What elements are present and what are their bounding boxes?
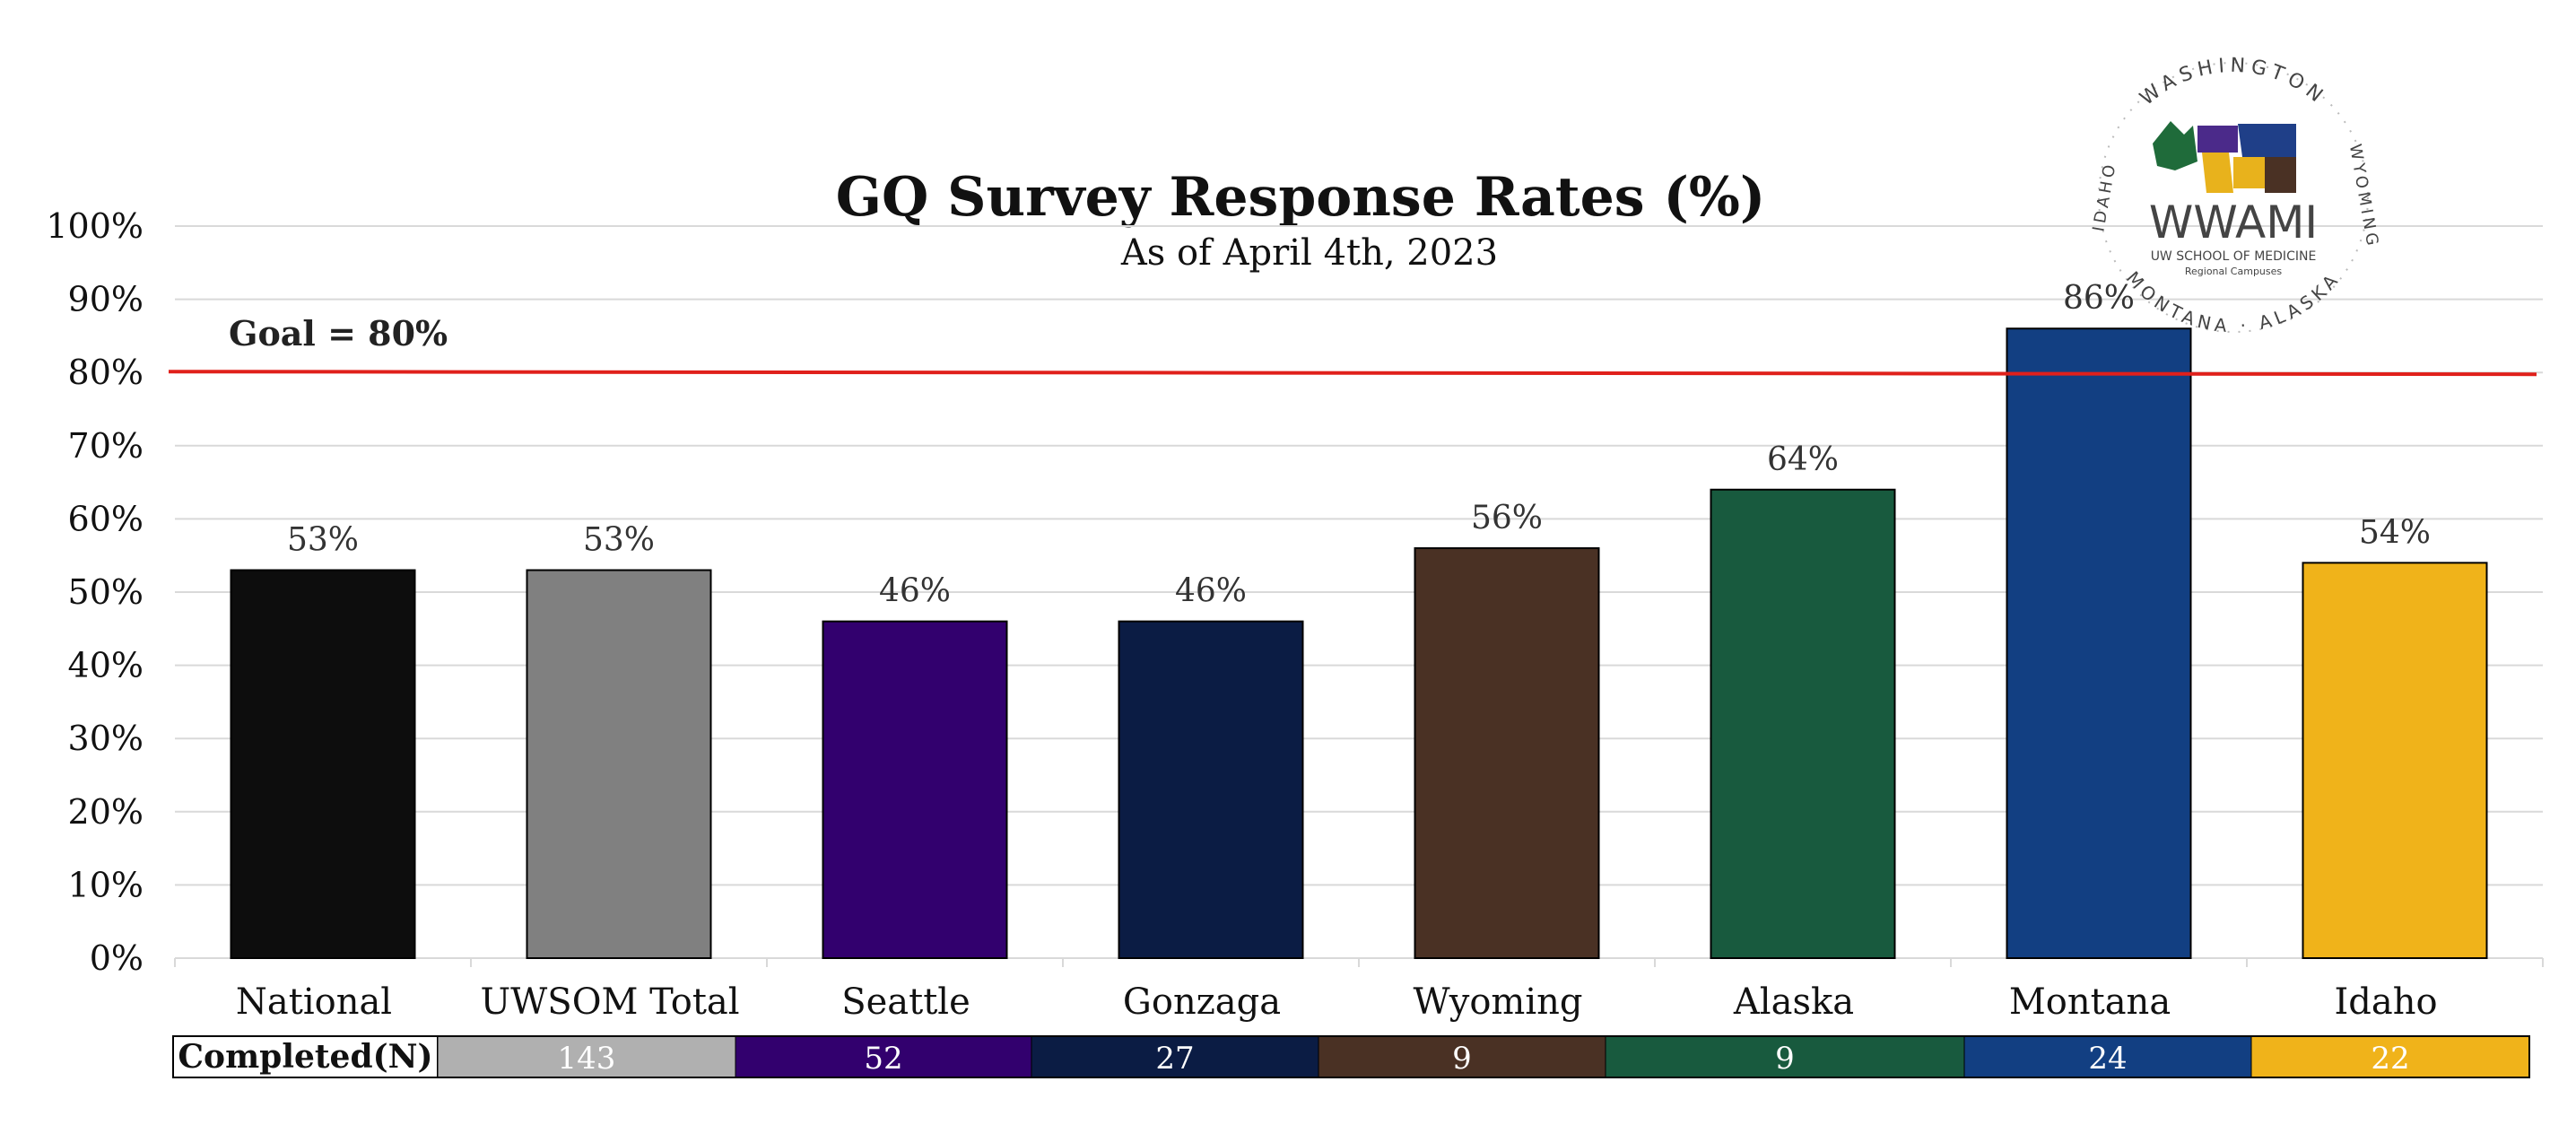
logo-wordmark: WWAMI: [2149, 196, 2318, 249]
logo-right-arc: WYOMING: [2345, 143, 2382, 250]
completed-count: 9: [1775, 1041, 1795, 1077]
chart-title: GQ Survey Response Rates (%): [836, 166, 1765, 229]
data-label: 54%: [2359, 514, 2431, 551]
completed-cell: [1605, 1035, 1965, 1078]
y-tick-label: 10%: [68, 865, 144, 904]
bar-uwsom-total: [526, 569, 712, 960]
logo-line2: Regional Campuses: [2185, 266, 2283, 277]
x-category-label: National: [236, 981, 392, 1023]
data-label: 53%: [287, 522, 359, 559]
completed-table-border: [172, 1035, 2530, 1078]
y-tick-label: 30%: [68, 719, 144, 758]
y-tick-label: 80%: [68, 353, 144, 392]
y-tick-label: 90%: [68, 280, 144, 319]
x-category-label: Idaho: [2334, 981, 2437, 1023]
logo-line1: UW SCHOOL OF MEDICINE: [2151, 249, 2317, 264]
bar-montana: [2006, 327, 2192, 959]
y-tick-label: 60%: [68, 499, 144, 538]
y-axis: 0% 10% 20% 30% 40% 50% 60% 70% 80% 90% 100%: [46, 206, 144, 978]
completed-cell: [2250, 1035, 2530, 1078]
data-label: 86%: [2063, 280, 2135, 317]
data-label: 64%: [1767, 441, 1839, 478]
y-tick-label: 70%: [68, 426, 144, 466]
completed-count: 52: [864, 1041, 902, 1077]
logo-bottom-arc: MONTANA · ALASKA: [2122, 267, 2345, 337]
y-tick-label: 50%: [68, 572, 144, 612]
data-label: 56%: [1471, 500, 1543, 536]
y-tick-label: 100%: [46, 206, 144, 246]
bar-national: [230, 569, 416, 960]
data-label: 46%: [879, 573, 951, 610]
x-category-label: Montana: [2009, 981, 2171, 1023]
completed-cell: [1031, 1035, 1319, 1078]
x-category-label: Wyoming: [1413, 981, 1582, 1023]
completed-count: 9: [1452, 1041, 1472, 1077]
bar-gonzaga: [1118, 620, 1304, 959]
completed-header: Completed(N): [178, 1038, 432, 1076]
completed-count: 22: [2371, 1041, 2409, 1077]
completed-cell: [735, 1035, 1032, 1078]
bars: 53% 53% 46% 46% 56% 64% 86% 54%: [230, 280, 2488, 960]
logo-left-arc: IDAHO: [2089, 160, 2119, 232]
completed-cell: [1318, 1035, 1606, 1078]
bar-wyoming: [1414, 547, 1600, 959]
x-axis: National UWSOM Total Seattle Gonzaga Wyoming…: [174, 958, 2544, 1023]
x-category-label: Seattle: [841, 981, 970, 1023]
data-label: 46%: [1175, 573, 1247, 610]
completed-count: 24: [2088, 1041, 2127, 1077]
y-tick-label: 20%: [68, 792, 144, 832]
y-tick-label: 40%: [68, 646, 144, 685]
states-map-icon: [2153, 121, 2296, 193]
data-label: 53%: [583, 522, 655, 559]
y-tick-label: 0%: [90, 938, 144, 978]
completed-count: 143: [558, 1041, 616, 1077]
bar-idaho: [2302, 562, 2488, 959]
bar-seattle: [822, 620, 1008, 959]
completed-table: Completed(N) 143 52 27 9 9 24 22: [172, 1035, 2530, 1078]
goal-line: [168, 370, 2537, 377]
x-category-label: UWSOM Total: [480, 981, 739, 1023]
goal-label: Goal = 80%: [229, 313, 448, 353]
wwami-logo: WASHINGTON MONTANA · ALASKA IDAHO WYOMIN…: [2089, 55, 2382, 337]
bar-alaska: [1710, 488, 1896, 959]
x-category-label: Alaska: [1733, 981, 1854, 1023]
logo-top-arc: WASHINGTON: [2136, 55, 2330, 110]
x-category-label: Gonzaga: [1123, 981, 1281, 1023]
goal-line-group: Goal = 80%: [168, 313, 2537, 377]
completed-count: 27: [1155, 1041, 1194, 1077]
chart-subtitle: As of April 4th, 2023: [1120, 232, 1498, 274]
